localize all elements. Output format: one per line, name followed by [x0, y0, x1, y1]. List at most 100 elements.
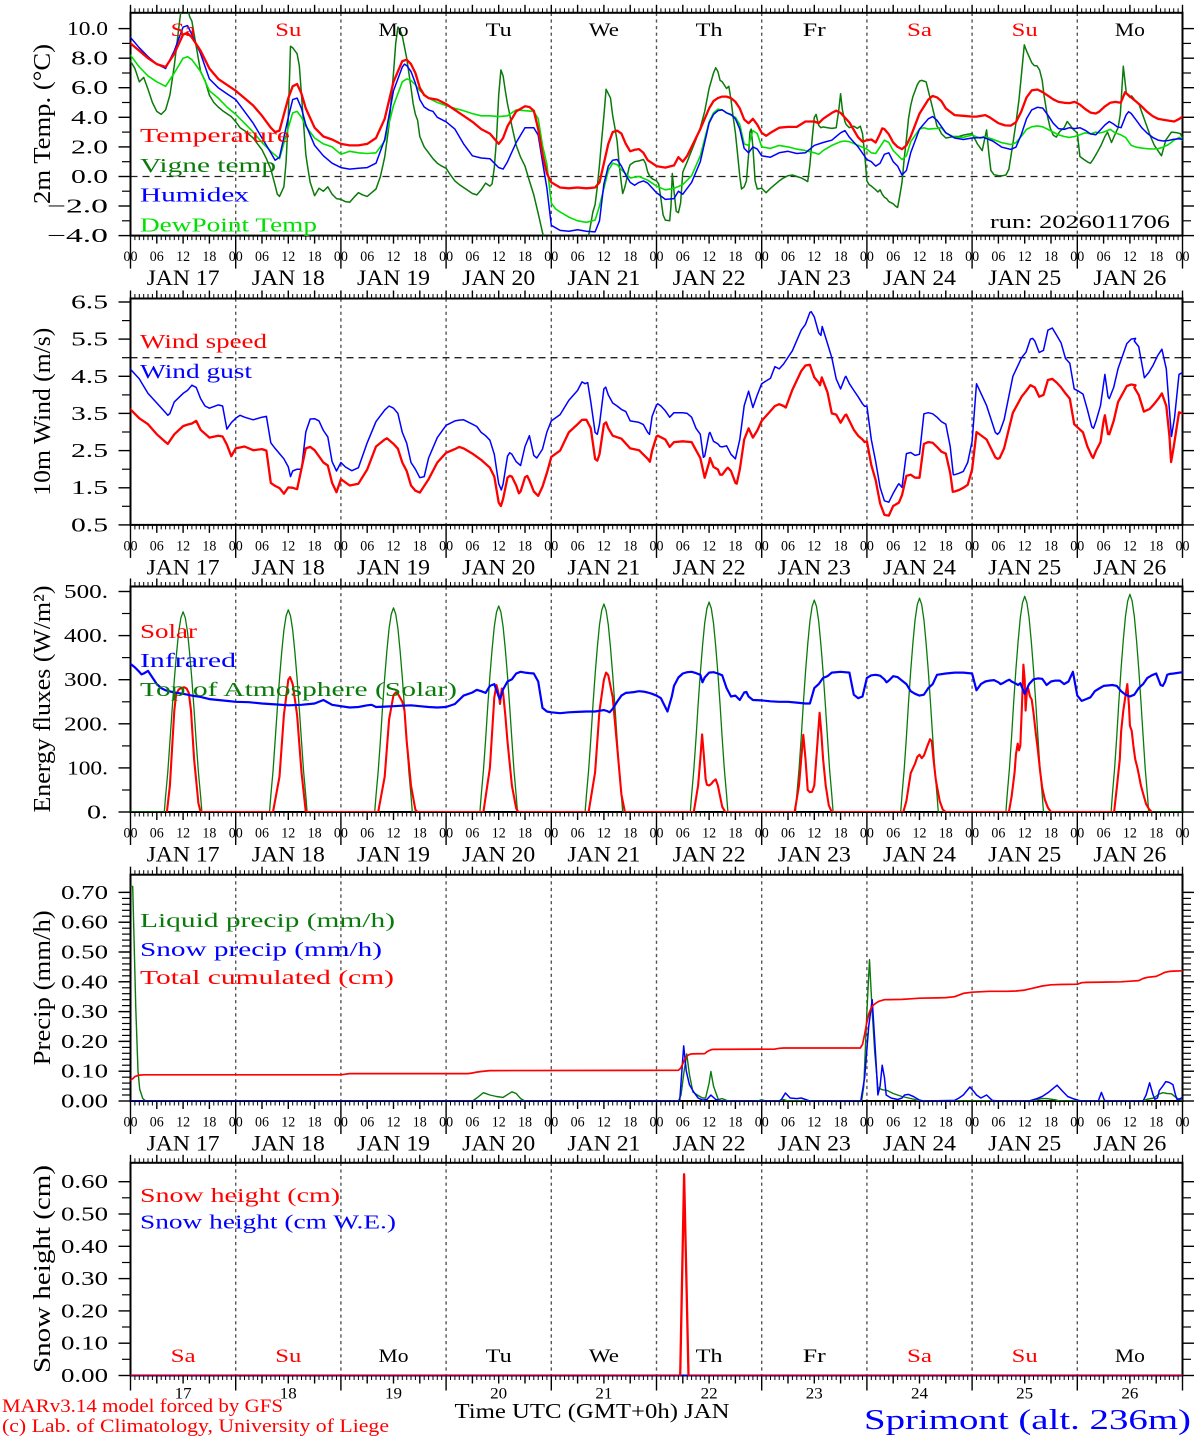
svg-text:Su: Su: [1012, 1346, 1039, 1367]
svg-text:300.: 300.: [64, 669, 108, 691]
svg-text:00: 00: [229, 538, 243, 554]
svg-text:06: 06: [150, 249, 164, 265]
svg-text:06: 06: [781, 826, 795, 842]
svg-text:JAN 19: JAN 19: [357, 554, 430, 579]
svg-text:Snow height (cm): Snow height (cm): [140, 1185, 340, 1207]
svg-text:06: 06: [571, 1115, 585, 1131]
svg-text:200.: 200.: [64, 713, 108, 735]
svg-text:12: 12: [597, 1115, 611, 1131]
svg-text:12: 12: [807, 538, 821, 554]
svg-text:06: 06: [676, 826, 690, 842]
svg-text:00: 00: [965, 538, 979, 554]
svg-text:06: 06: [1097, 1115, 1111, 1131]
svg-text:We: We: [589, 1346, 619, 1367]
svg-text:3.5: 3.5: [71, 403, 108, 425]
svg-text:0.10: 0.10: [61, 1333, 108, 1355]
svg-text:00: 00: [439, 249, 453, 265]
svg-text:JAN 18: JAN 18: [252, 842, 325, 867]
svg-text:run: 2026011706: run: 2026011706: [990, 213, 1170, 233]
svg-text:(c) Lab. of Climatology, Unive: (c) Lab. of Climatology, University of L…: [2, 1416, 389, 1437]
svg-text:00: 00: [439, 538, 453, 554]
svg-text:JAN 26: JAN 26: [1093, 554, 1166, 579]
svg-text:06: 06: [991, 826, 1005, 842]
svg-text:18: 18: [280, 1386, 297, 1403]
svg-text:00: 00: [755, 1115, 769, 1131]
svg-text:JAN 19: JAN 19: [357, 1131, 430, 1156]
svg-text:18: 18: [202, 249, 216, 265]
svg-text:18: 18: [623, 1115, 637, 1131]
svg-text:−2.0: −2.0: [47, 196, 108, 218]
svg-text:12: 12: [1123, 1115, 1137, 1131]
svg-text:12: 12: [597, 538, 611, 554]
svg-text:MARv3.14 model forced by GFS: MARv3.14 model forced by GFS: [2, 1396, 283, 1417]
svg-text:25: 25: [1016, 1386, 1033, 1403]
svg-text:06: 06: [886, 1115, 900, 1131]
svg-text:−4.0: −4.0: [47, 225, 108, 247]
svg-text:6.5: 6.5: [71, 292, 108, 314]
svg-text:Th: Th: [696, 1346, 724, 1367]
svg-text:06: 06: [150, 1115, 164, 1131]
svg-text:Sa: Sa: [171, 20, 197, 41]
svg-text:12: 12: [387, 1115, 401, 1131]
svg-text:18: 18: [939, 249, 953, 265]
svg-text:Infrared: Infrared: [140, 650, 236, 672]
svg-text:Wind speed: Wind speed: [140, 331, 267, 353]
svg-text:JAN 17: JAN 17: [147, 842, 220, 867]
svg-text:12: 12: [281, 826, 295, 842]
svg-text:0.70: 0.70: [61, 882, 108, 904]
svg-text:00: 00: [755, 826, 769, 842]
svg-text:18: 18: [834, 1115, 848, 1131]
svg-text:12: 12: [387, 826, 401, 842]
svg-text:12: 12: [1018, 538, 1032, 554]
svg-text:12: 12: [387, 249, 401, 265]
svg-text:12: 12: [176, 538, 190, 554]
svg-text:00: 00: [124, 249, 138, 265]
svg-text:18: 18: [1044, 826, 1058, 842]
svg-text:06: 06: [465, 826, 479, 842]
svg-text:2m Temp. (°C): 2m Temp. (°C): [30, 44, 56, 204]
svg-text:0.40: 0.40: [61, 1236, 108, 1258]
svg-text:JAN 22: JAN 22: [673, 554, 746, 579]
svg-text:23: 23: [806, 1386, 823, 1403]
svg-text:00: 00: [755, 538, 769, 554]
svg-text:18: 18: [1044, 538, 1058, 554]
svg-text:Sa: Sa: [907, 20, 933, 41]
svg-text:JAN 23: JAN 23: [778, 265, 851, 290]
svg-text:18: 18: [1149, 826, 1163, 842]
svg-text:JAN 26: JAN 26: [1093, 265, 1166, 290]
svg-text:12: 12: [176, 826, 190, 842]
svg-text:Snow height (cm): Snow height (cm): [30, 1165, 56, 1373]
svg-text:21: 21: [595, 1386, 612, 1403]
svg-text:06: 06: [571, 538, 585, 554]
svg-text:18: 18: [623, 249, 637, 265]
svg-text:00: 00: [860, 538, 874, 554]
svg-text:06: 06: [1097, 826, 1111, 842]
svg-text:00: 00: [1176, 249, 1190, 265]
svg-text:06: 06: [1097, 249, 1111, 265]
svg-text:12: 12: [913, 249, 927, 265]
svg-text:0.00: 0.00: [61, 1091, 108, 1113]
svg-text:JAN 21: JAN 21: [567, 842, 640, 867]
svg-text:Liquid precip (mm/h): Liquid precip (mm/h): [140, 910, 395, 932]
svg-text:Fr: Fr: [803, 1346, 827, 1367]
svg-text:06: 06: [886, 538, 900, 554]
svg-text:00: 00: [229, 249, 243, 265]
svg-text:00: 00: [650, 826, 664, 842]
svg-text:500.: 500.: [64, 581, 108, 603]
svg-text:12: 12: [597, 826, 611, 842]
svg-text:18: 18: [728, 249, 742, 265]
svg-text:JAN 24: JAN 24: [883, 554, 956, 579]
svg-text:2.5: 2.5: [71, 440, 108, 462]
svg-text:18: 18: [413, 249, 427, 265]
svg-text:00: 00: [544, 1115, 558, 1131]
svg-text:0.20: 0.20: [61, 1031, 108, 1053]
svg-text:00: 00: [1070, 249, 1084, 265]
svg-text:JAN 18: JAN 18: [252, 1131, 325, 1156]
svg-text:JAN 23: JAN 23: [778, 842, 851, 867]
svg-text:19: 19: [385, 1386, 402, 1403]
svg-text:00: 00: [755, 249, 769, 265]
svg-text:0.40: 0.40: [61, 971, 108, 993]
svg-text:Su: Su: [275, 1346, 302, 1367]
svg-text:0.60: 0.60: [61, 1171, 108, 1193]
svg-text:18: 18: [1044, 249, 1058, 265]
